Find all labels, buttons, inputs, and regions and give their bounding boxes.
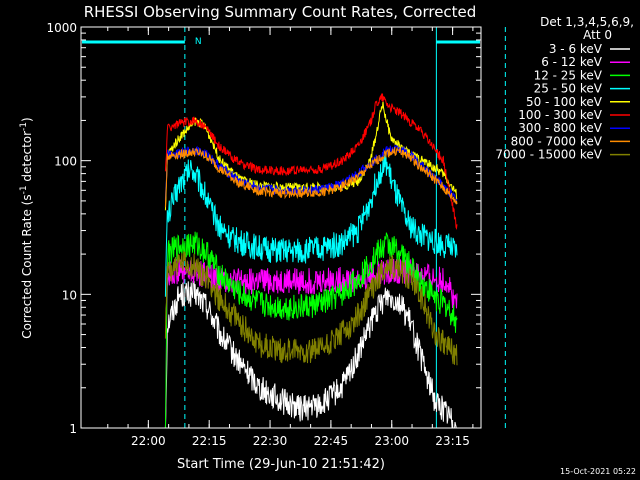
x-tick-label-1: 22:15 (192, 434, 227, 448)
plot-frame (80, 26, 482, 429)
legend-label-2: 12 - 25 keV (534, 68, 603, 82)
y-axis-label: Corrected Count Rate (s-1 detector-1) (19, 117, 34, 338)
legend-label-5: 100 - 300 keV (518, 108, 602, 122)
x-axis: 22:00 22:15 22:30 22:45 23:00 23:15 (107, 27, 474, 448)
x-tick-label-5: 23:15 (435, 434, 470, 448)
x-tick-label-2: 22:30 (253, 434, 288, 448)
night-marker-label: N (195, 37, 202, 47)
legend-label-1: 6 - 12 keV (541, 55, 603, 69)
y-axis: 1 10 100 1000 (46, 21, 481, 436)
series-group (164, 92, 458, 428)
y-tick-label-3: 1000 (46, 21, 77, 35)
series-line-5 (164, 92, 458, 231)
legend-header-attenuator: Att 0 (583, 28, 612, 42)
series-line-2 (164, 231, 458, 428)
plot-layer: N (82, 27, 506, 428)
x-tick-label-0: 22:00 (131, 434, 166, 448)
legend-label-3: 25 - 50 keV (534, 82, 603, 96)
y-axis-label-sup-2: -1 (19, 122, 29, 131)
y-tick-label-1: 10 (62, 288, 77, 302)
legend-label-8: 7000 - 15000 keV (495, 148, 602, 162)
series-line-8 (164, 251, 458, 366)
legend-label-4: 50 - 100 keV (526, 95, 603, 109)
timestamp: 15-Oct-2021 05:22 (560, 467, 636, 476)
series-line-3 (164, 152, 458, 297)
y-axis-label-end: ) (20, 117, 34, 122)
y-axis-label-main: Corrected Count Rate (s (20, 194, 34, 338)
y-tick-label-2: 100 (54, 155, 77, 169)
y-axis-label-mid: detector (20, 131, 34, 186)
series-line-0 (164, 280, 457, 428)
legend-label-0: 3 - 6 keV (549, 42, 603, 56)
chart-title: RHESSI Observing Summary Count Rates, Co… (84, 3, 477, 21)
x-tick-label-3: 22:45 (314, 434, 349, 448)
legend-label-7: 800 - 7000 keV (511, 134, 603, 148)
x-tick-label-4: 23:00 (374, 434, 409, 448)
y-axis-label-sup-1: -1 (19, 185, 29, 194)
legend-label-6: 300 - 800 keV (518, 121, 602, 135)
legend-header-detectors: Det 1,3,4,5,6,9, (540, 15, 634, 29)
x-axis-label: Start Time (29-Jun-10 21:51:42) (177, 457, 385, 472)
series-line-7 (164, 146, 458, 208)
y-tick-label-0: 1 (69, 422, 77, 436)
